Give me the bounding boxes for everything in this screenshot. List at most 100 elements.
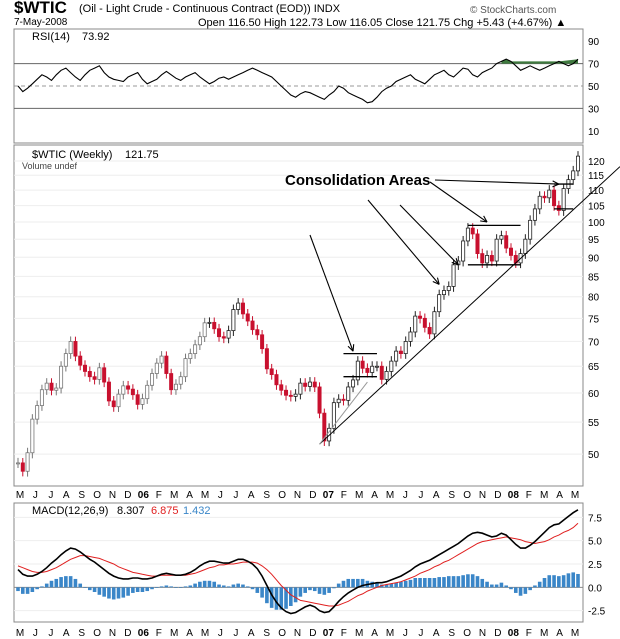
price-bar bbox=[97, 362, 102, 385]
macd-histogram-bar bbox=[121, 587, 126, 598]
price-bar-body bbox=[465, 227, 470, 242]
price-bar bbox=[255, 324, 260, 340]
price-bar-body bbox=[398, 350, 403, 355]
x-tick-label: A bbox=[556, 490, 563, 501]
price-bar-body bbox=[236, 302, 241, 310]
annotation-arrow bbox=[309, 234, 354, 352]
x-axis-bottom: M J J A S O N D 06 F M A M J J A S O N D 07 F M A M J J A S O N D 08 F M A M bbox=[16, 628, 579, 639]
price-bar bbox=[341, 394, 346, 406]
price-bar bbox=[121, 380, 126, 400]
price-bar bbox=[226, 325, 231, 344]
macd-histogram-bar bbox=[178, 587, 183, 588]
macd-histogram-bar bbox=[375, 582, 379, 588]
trendline-grey bbox=[319, 381, 368, 445]
rsi-tick-label: 70 bbox=[588, 60, 600, 71]
price-bar bbox=[576, 151, 581, 177]
price-bar-body bbox=[87, 371, 92, 378]
price-bar bbox=[135, 389, 140, 410]
price-bar-body bbox=[413, 315, 418, 333]
macd-histogram-bar bbox=[226, 586, 231, 588]
price-bar bbox=[489, 250, 494, 267]
macd-histogram-bar bbox=[490, 584, 494, 588]
price-bar-body bbox=[556, 205, 561, 211]
macd-histogram-bar bbox=[485, 581, 489, 588]
price-bar-body bbox=[489, 255, 494, 262]
macd-histogram-bar bbox=[289, 587, 293, 606]
annotation-arrowhead bbox=[347, 344, 355, 352]
price-bar-body bbox=[264, 348, 269, 370]
x-tick-label: O bbox=[463, 628, 471, 639]
price-bar bbox=[111, 396, 116, 412]
price-bar bbox=[451, 259, 456, 292]
price-bar bbox=[288, 390, 293, 402]
macd-tick-label: 0.0 bbox=[588, 583, 602, 594]
macd-histogram-bar bbox=[207, 580, 212, 588]
price-bar-body bbox=[331, 402, 336, 429]
x-tick-label: A bbox=[371, 628, 378, 639]
x-tick-label: S bbox=[263, 490, 270, 501]
x-tick-label: M bbox=[355, 490, 363, 501]
x-tick-label: M bbox=[16, 628, 24, 639]
price-bar-body bbox=[394, 350, 399, 362]
price-bar-body bbox=[183, 358, 188, 378]
price-bar-body bbox=[504, 235, 509, 249]
x-tick-label: N bbox=[294, 490, 301, 501]
price-bar bbox=[260, 330, 265, 354]
price-bar-body bbox=[532, 208, 537, 221]
x-tick-label: J bbox=[233, 490, 238, 501]
macd-histogram-bar bbox=[188, 585, 193, 588]
price-bar-body bbox=[106, 381, 111, 402]
price-bar bbox=[49, 378, 54, 396]
macd-histogram-bar bbox=[87, 587, 92, 591]
price-bar bbox=[221, 331, 226, 344]
price-bar-body bbox=[35, 405, 40, 420]
price-bar-body bbox=[403, 341, 408, 355]
price-bar bbox=[15, 457, 20, 468]
macd-histogram-bar bbox=[183, 586, 188, 588]
price-bar bbox=[68, 336, 73, 359]
price-tick-label: 120 bbox=[588, 157, 605, 168]
price-bar-body bbox=[360, 360, 365, 369]
price-tick-label: 90 bbox=[588, 253, 600, 264]
rsi-tick-label: 10 bbox=[588, 127, 600, 138]
price-bar-body bbox=[379, 365, 384, 380]
price-bar-body bbox=[30, 418, 35, 454]
annotation-arrowhead bbox=[432, 277, 440, 285]
x-tick-label: M bbox=[170, 628, 178, 639]
macd-histogram-bar bbox=[537, 581, 542, 588]
price-bar bbox=[532, 203, 537, 226]
price-bar-body bbox=[83, 364, 88, 372]
price-bar-body bbox=[451, 264, 456, 287]
macd-histogram-bar bbox=[145, 587, 150, 592]
macd-histogram-bar bbox=[212, 581, 217, 588]
macd-histogram-bar bbox=[54, 578, 59, 588]
x-tick-label: 08 bbox=[508, 490, 520, 501]
macd-histogram-bar bbox=[35, 587, 39, 590]
x-tick-label: M bbox=[170, 490, 178, 501]
macd-histogram-bar bbox=[279, 587, 284, 610]
price-bar-body bbox=[78, 355, 83, 366]
price-bar bbox=[87, 366, 92, 382]
price-bar-body bbox=[303, 382, 308, 387]
price-bar bbox=[231, 304, 236, 337]
price-bar-body bbox=[68, 341, 73, 355]
macd-histogram-bar bbox=[456, 576, 461, 588]
macd-histogram-bar bbox=[25, 587, 30, 594]
price-bar-body bbox=[561, 188, 566, 211]
macd-histogram-bar bbox=[403, 580, 408, 588]
macd-histogram-bar bbox=[78, 583, 83, 588]
price-bar bbox=[30, 414, 35, 459]
price-bar bbox=[25, 447, 30, 477]
price-bar-body bbox=[523, 238, 528, 254]
price-bar bbox=[465, 223, 470, 247]
annotation-arrow bbox=[399, 204, 459, 266]
price-bar-body bbox=[164, 355, 169, 374]
macd-histogram-bar bbox=[336, 583, 341, 588]
macd-histogram-bar bbox=[20, 587, 25, 594]
macd-histogram-bar bbox=[341, 580, 346, 588]
price-bar-body bbox=[279, 384, 284, 391]
price-tick-label: 105 bbox=[588, 202, 605, 213]
annotation-arrow bbox=[367, 199, 440, 285]
x-tick-label: M bbox=[571, 628, 579, 639]
price-bar-body bbox=[135, 394, 140, 405]
